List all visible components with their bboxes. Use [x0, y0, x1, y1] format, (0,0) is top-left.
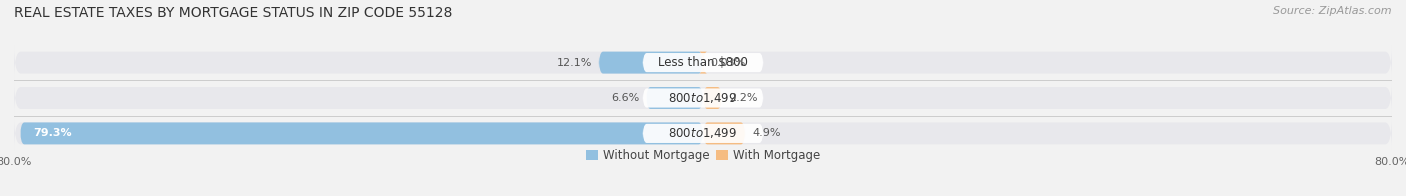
Legend: Without Mortgage, With Mortgage: Without Mortgage, With Mortgage: [581, 144, 825, 167]
FancyBboxPatch shape: [20, 122, 703, 144]
Text: REAL ESTATE TAXES BY MORTGAGE STATUS IN ZIP CODE 55128: REAL ESTATE TAXES BY MORTGAGE STATUS IN …: [14, 6, 453, 20]
Text: Source: ZipAtlas.com: Source: ZipAtlas.com: [1274, 6, 1392, 16]
FancyBboxPatch shape: [703, 87, 721, 109]
FancyBboxPatch shape: [643, 124, 763, 143]
FancyBboxPatch shape: [647, 87, 703, 109]
Text: 6.6%: 6.6%: [612, 93, 640, 103]
Text: 2.2%: 2.2%: [728, 93, 758, 103]
FancyBboxPatch shape: [643, 53, 763, 72]
Text: $800 to $1,499: $800 to $1,499: [668, 91, 738, 105]
Text: Less than $800: Less than $800: [658, 56, 748, 69]
Text: $800 to $1,499: $800 to $1,499: [668, 126, 738, 140]
Text: 4.9%: 4.9%: [752, 128, 780, 138]
Text: 79.3%: 79.3%: [32, 128, 72, 138]
FancyBboxPatch shape: [599, 52, 703, 74]
Text: 12.1%: 12.1%: [557, 58, 592, 68]
FancyBboxPatch shape: [14, 45, 1392, 80]
FancyBboxPatch shape: [703, 122, 745, 144]
FancyBboxPatch shape: [14, 116, 1392, 151]
FancyBboxPatch shape: [14, 81, 1392, 115]
Text: 0.03%: 0.03%: [710, 58, 745, 68]
FancyBboxPatch shape: [699, 52, 707, 74]
FancyBboxPatch shape: [643, 88, 763, 108]
